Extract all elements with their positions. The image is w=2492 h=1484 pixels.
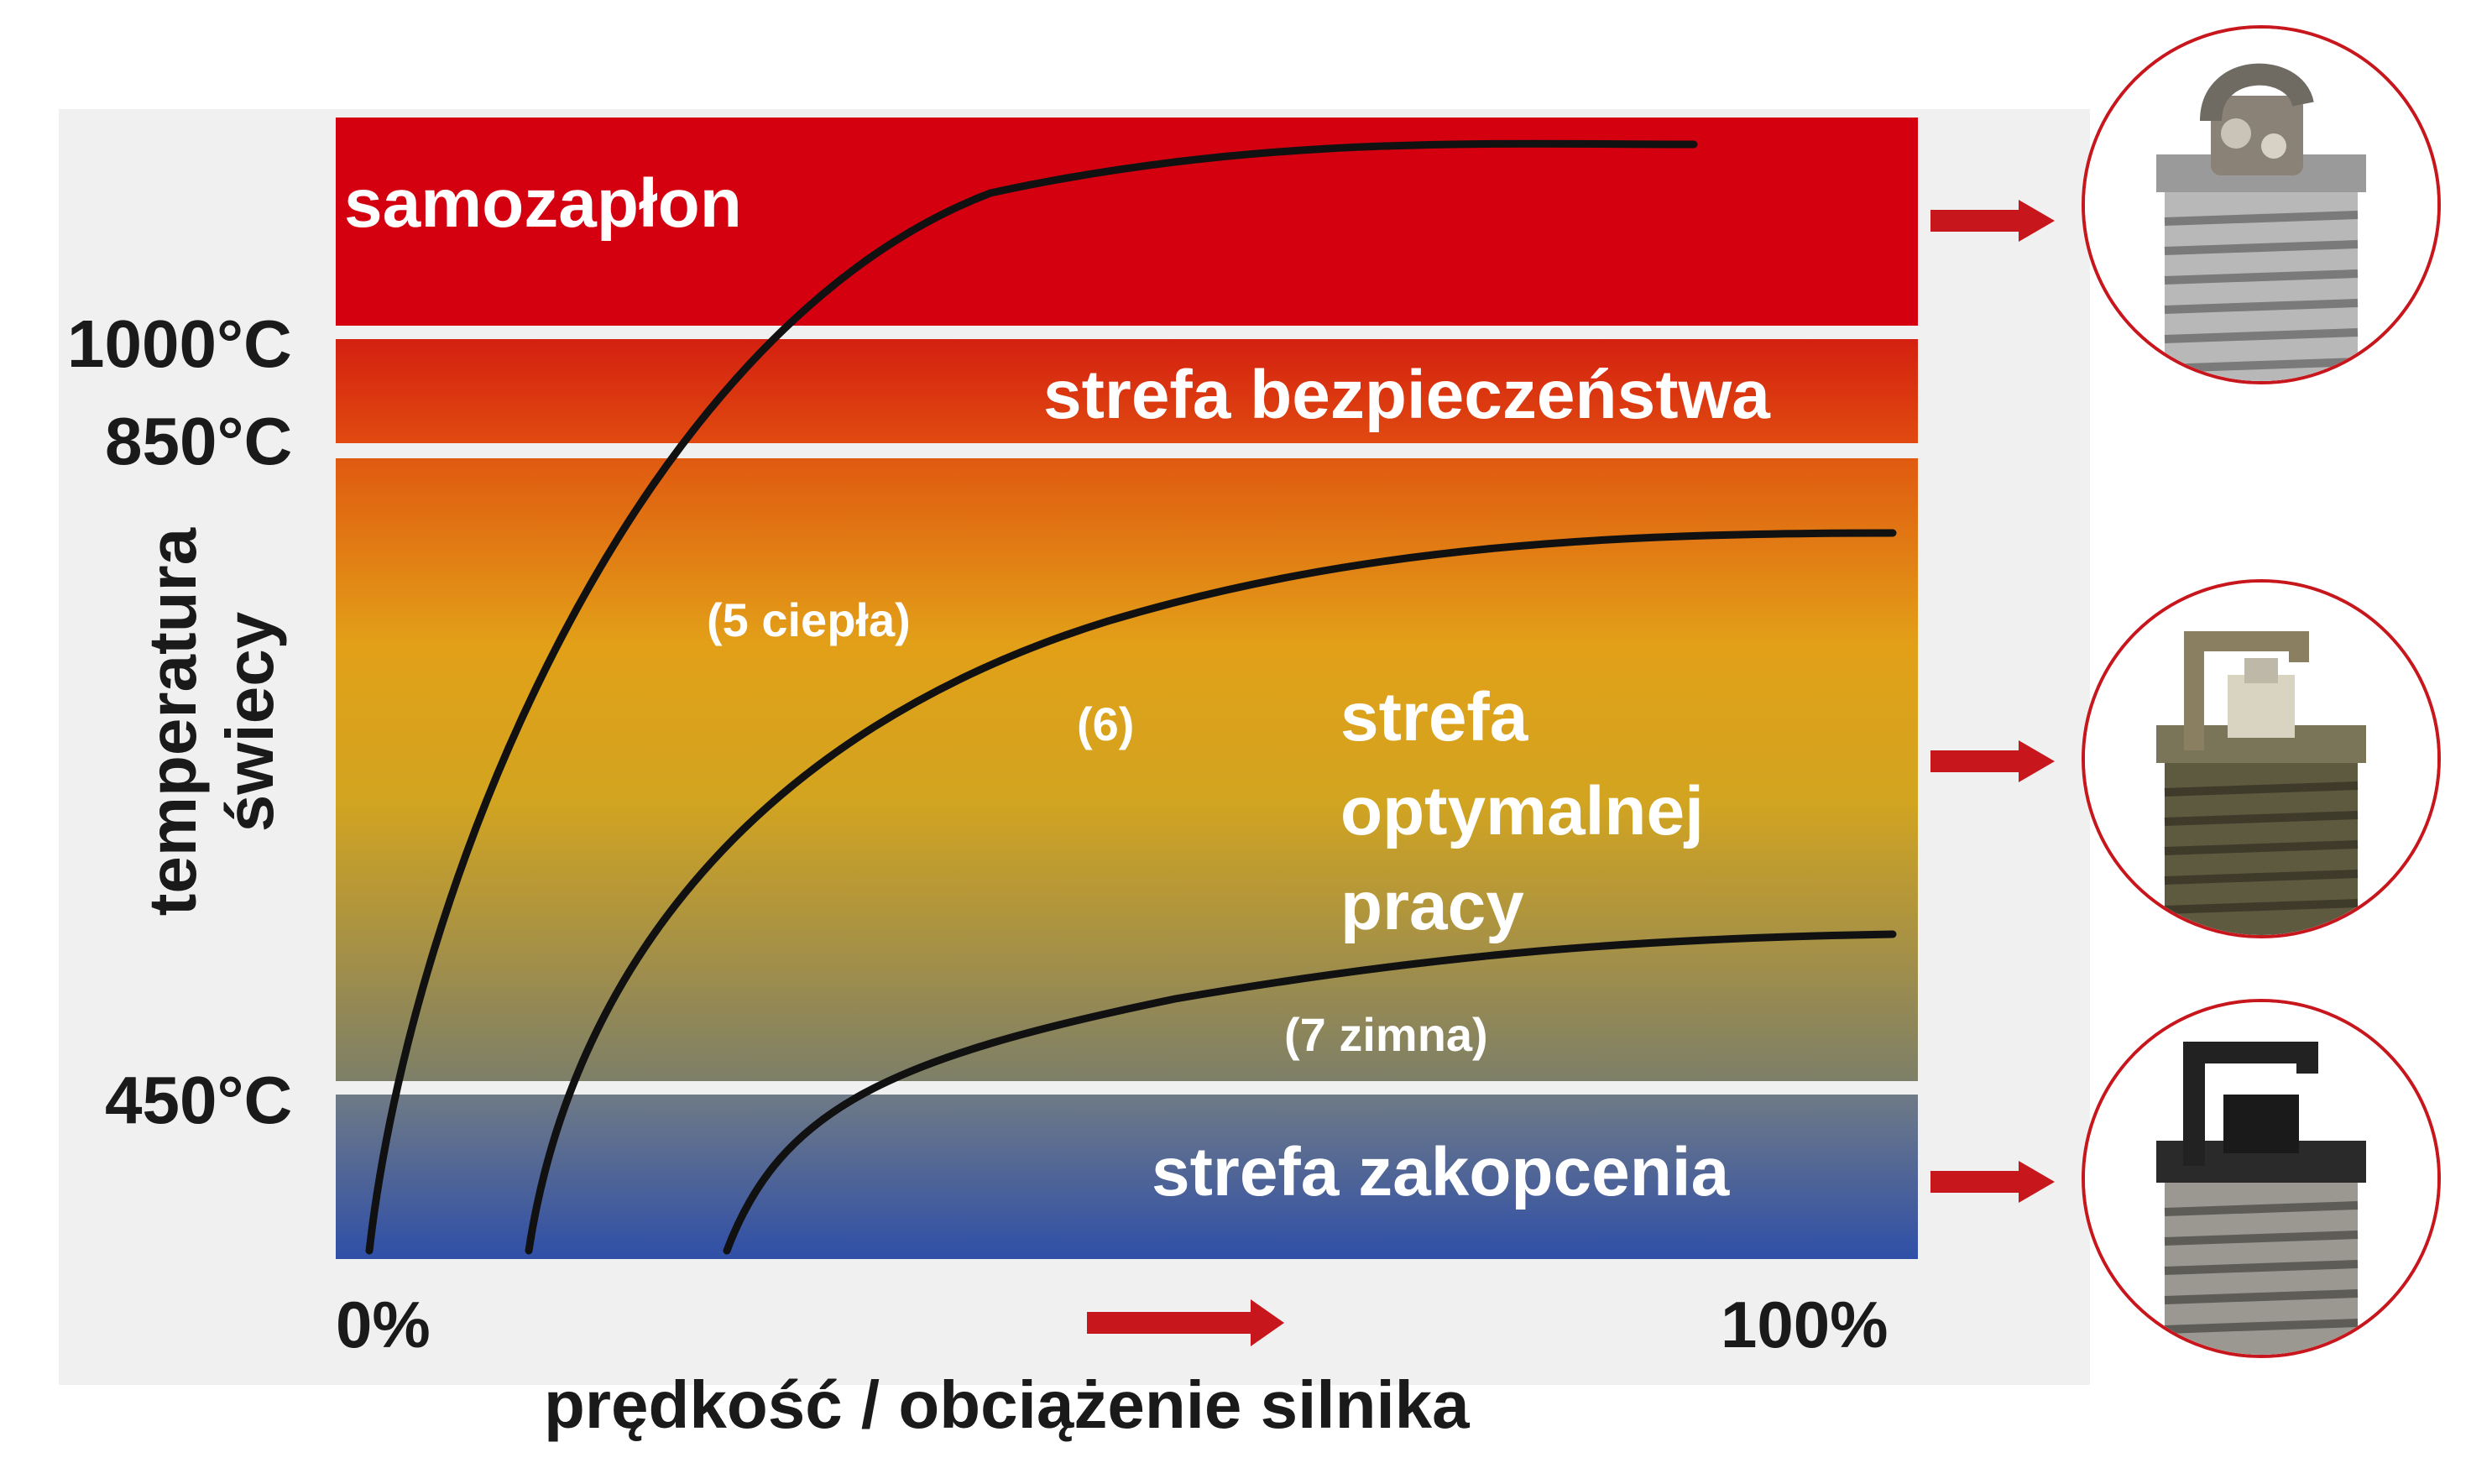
- cold-plug-curve: [723, 930, 1897, 1255]
- spark-plug-sooted-icon: [2082, 999, 2441, 1358]
- x-axis-start-label: 0%: [336, 1288, 431, 1361]
- safety-zone-label: strefa bezpieczeństwa: [1043, 357, 1770, 433]
- temperature-tick-1000: 1000°C: [67, 306, 292, 381]
- x-axis-end-label: 100%: [1721, 1288, 1889, 1361]
- safety-zone: [336, 339, 1918, 443]
- arrow-to-sooted-plug: [1930, 1161, 2055, 1203]
- optimal-zone: [336, 458, 1918, 1081]
- spark-plug-normal-icon: [2082, 579, 2441, 938]
- hot-plug-curve-label: (5 ciepła): [707, 593, 911, 646]
- temperature-tick-850: 850°C: [105, 404, 293, 478]
- fouling-zone: [336, 1095, 1918, 1259]
- optimal-zone-label-line3: pracy: [1340, 868, 1524, 944]
- optimal-zone-label-line1: strefa: [1340, 679, 1528, 755]
- preignition-zone: [336, 118, 1918, 326]
- cold-plug-curve-label: (7 zimna): [1284, 1008, 1488, 1061]
- mid-plug-curve: [525, 529, 1897, 1255]
- arrow-to-normal-plug: [1930, 740, 2055, 782]
- y-axis-title-line1: temperatura: [135, 527, 210, 917]
- x-axis-arrow: [1087, 1299, 1284, 1346]
- hot-plug-curve: [365, 139, 1698, 1255]
- x-axis-title: prędkość / obciążenie silnika: [544, 1367, 1470, 1442]
- optimal-zone-label-line2: optymalnej: [1340, 773, 1704, 849]
- fouling-zone-label: strefa zakopcenia: [1152, 1134, 1730, 1210]
- y-axis-title: temperatura świecy: [134, 470, 302, 974]
- spark-plug-overheated-icon: [2082, 25, 2441, 384]
- y-axis-title-line2: świecy: [212, 611, 287, 833]
- temperature-tick-450: 450°C: [105, 1063, 293, 1137]
- mid-plug-curve-label: (6): [1077, 698, 1135, 750]
- arrow-to-overheated-plug: [1930, 200, 2055, 242]
- preignition-zone-label: samozapłon: [344, 165, 742, 242]
